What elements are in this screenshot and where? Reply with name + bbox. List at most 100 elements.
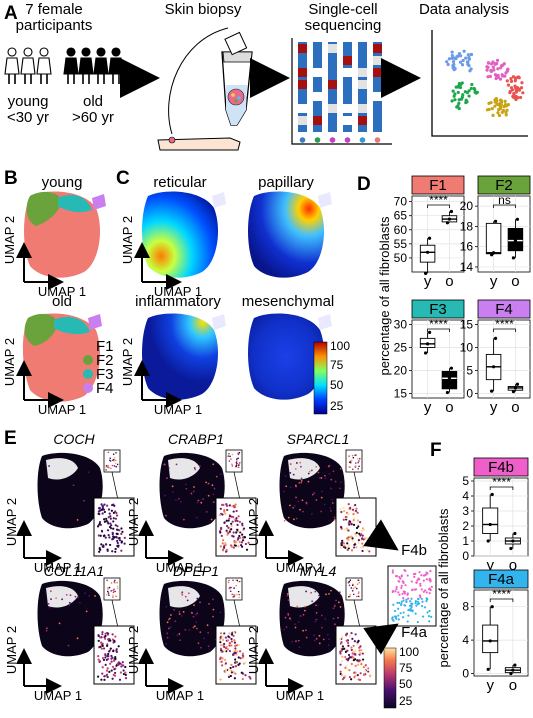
legend-swatch <box>83 383 93 393</box>
arrow-f4a <box>363 623 399 655</box>
young-participants-icon <box>4 47 52 84</box>
boxplot-f2: F2 14 16 18 20 y o ns <box>460 175 531 290</box>
colorbar-c-tick: 50 <box>330 378 344 392</box>
young-age: <30 yr <box>7 109 49 126</box>
y-tick-label: 4 <box>462 489 469 503</box>
colorbar-c-ticks: 100 75 50 25 <box>330 339 350 413</box>
umap1-label: UMAP 1 <box>276 560 324 575</box>
umap2-label: UMAP 2 <box>126 498 141 546</box>
colorbar-e-ticks: 100 75 50 25 <box>399 645 419 708</box>
legend-label: F2 <box>96 352 114 369</box>
facet-strip <box>411 299 465 319</box>
significance-label: **** <box>495 317 514 331</box>
umap1-label: UMAP 1 <box>276 688 324 703</box>
umap1-label-c: UMAP 1 <box>154 284 202 299</box>
colorbar-c-tick: 25 <box>330 399 344 413</box>
facet-title: F4 <box>495 301 513 318</box>
gene-title: MYL4 <box>300 563 337 579</box>
umap1-label-b1: UMAP 1 <box>38 284 86 299</box>
y-tick-label: 20 <box>394 363 408 377</box>
y-tick-label: 16 <box>460 240 474 254</box>
y-tick-label: 4 <box>462 633 469 647</box>
legend-label: F4 <box>96 380 114 397</box>
colorbar-e-tick: 75 <box>399 661 413 675</box>
sequencing-matrix-icon <box>291 38 392 145</box>
gene-title: DPEP1 <box>173 563 219 579</box>
x-category-label: o <box>511 273 519 290</box>
colorbar-e <box>383 647 397 709</box>
umap2-label: UMAP 2 <box>126 626 141 674</box>
y-tick-label: 18 <box>460 219 474 233</box>
legend-swatch <box>83 341 93 351</box>
x-category-label: o <box>509 557 517 574</box>
umap2-label: UMAP 2 <box>246 498 261 546</box>
analysis-scatter-icon <box>431 30 528 137</box>
y-tick-label: 50 <box>394 251 408 265</box>
sequencing-line1: Single-cell <box>308 1 377 18</box>
umap2-label: UMAP 2 <box>4 498 19 546</box>
significance-label: **** <box>429 193 448 207</box>
facet-strip <box>473 457 529 477</box>
significance-label: **** <box>492 587 511 601</box>
umap1-label: UMAP 1 <box>34 560 82 575</box>
panel-label-c: C <box>116 168 130 189</box>
y-tick-label: 65 <box>394 209 408 223</box>
legend-swatch <box>83 369 93 379</box>
d-ylabel: percentage of all fibroblasts <box>377 216 392 375</box>
old-participants-icon <box>63 47 124 84</box>
x-category-label: o <box>509 677 517 694</box>
x-category-label: y <box>424 399 432 416</box>
facet-strip <box>473 569 529 589</box>
gene-title: COCH <box>53 431 95 447</box>
box <box>441 370 458 390</box>
colorbar-c-tick: 75 <box>330 358 344 372</box>
umap2-label-b1: UMAP 2 <box>2 216 17 264</box>
colorbar-e-tick: 50 <box>399 677 413 691</box>
f4a-label: F4a <box>401 624 428 641</box>
y-tick-label: 8 <box>462 600 469 614</box>
f4-subcluster-map <box>387 565 437 627</box>
participants-line2: participants <box>16 17 93 34</box>
old-label: old <box>83 93 103 110</box>
legend-swatch <box>83 355 93 365</box>
umap-reticular-title: reticular <box>153 174 206 191</box>
legend-label: F1 <box>96 338 114 355</box>
facet-title: F3 <box>429 301 447 318</box>
boxplot-f4: F4 0 5 10 15 y o **** <box>460 299 531 416</box>
y-tick-label: 10 <box>460 341 474 355</box>
umap-young <box>24 191 106 278</box>
y-tick-label: 1 <box>462 534 469 548</box>
y-tick-label: 14 <box>460 260 474 274</box>
facet-strip <box>477 299 531 319</box>
gene-umap-coch: COCH UMAP 1 UMAP 2 <box>4 431 135 575</box>
panel-label-b: B <box>4 168 18 189</box>
biopsy-label: Skin biopsy <box>165 1 242 18</box>
umap2-label: UMAP 2 <box>4 626 19 674</box>
legend-label: F3 <box>96 366 114 383</box>
umap1-label: UMAP 1 <box>156 560 204 575</box>
umap-young-title: young <box>42 174 83 191</box>
y-tick-label: 25 <box>394 341 408 355</box>
facet-title: F4a <box>488 571 515 588</box>
umap-papillary-title: papillary <box>258 174 314 191</box>
umap-papillary <box>248 191 324 278</box>
significance-label: **** <box>492 475 511 489</box>
boxplot-f4a: F4a 0 4 8 y o **** <box>462 569 529 694</box>
colorbar-e-tick: 100 <box>399 645 419 659</box>
y-tick-label: 5 <box>462 474 469 488</box>
panel-label-d: D <box>357 174 371 195</box>
y-tick-label: 55 <box>394 237 408 251</box>
umap-old <box>22 313 102 402</box>
boxplot-f3: F3 15 20 25 30 y o **** <box>394 299 465 416</box>
x-category-label: y <box>486 557 494 574</box>
x-category-label: o <box>445 273 453 290</box>
colorbar-c <box>313 341 328 415</box>
umap2-label-c1: UMAP 2 <box>120 216 135 264</box>
significance-label: **** <box>429 317 448 331</box>
y-tick-label: 2 <box>462 519 469 533</box>
